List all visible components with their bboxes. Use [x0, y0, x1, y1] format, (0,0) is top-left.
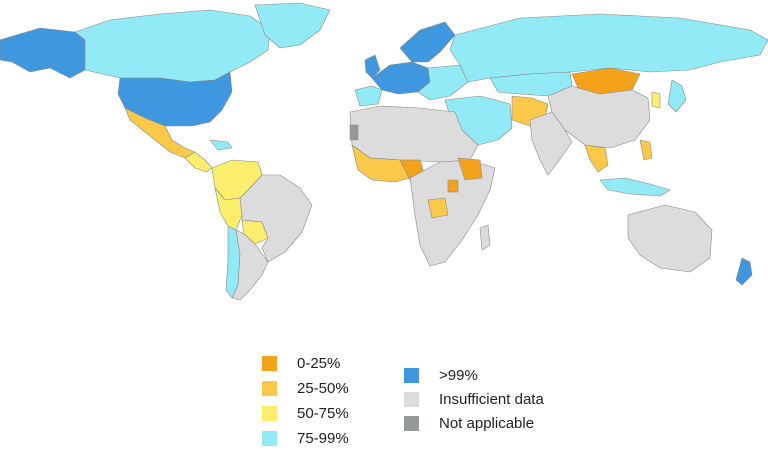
- region-india: [529, 111, 573, 176]
- region-indonesia: [599, 177, 671, 197]
- legend-item-50-75: 50-75%: [262, 402, 349, 424]
- region-southern-africa: [427, 197, 449, 219]
- region-philippines: [639, 139, 653, 161]
- legend-item-0-25: 0-25%: [262, 352, 340, 374]
- legend-label-50-75: 50-75%: [297, 404, 349, 422]
- map-legend: 0-25% 25-50% 50-75% 75-99% >99% Insuffic…: [262, 352, 602, 452]
- legend-label-na: Not applicable: [439, 414, 535, 432]
- region-west-africa: [351, 144, 411, 183]
- legend-swatch-50-75: [262, 405, 277, 421]
- legend-swatch-25-50: [262, 380, 277, 396]
- legend-item-25-50: 25-50%: [262, 377, 349, 399]
- legend-swatch-75-99: [262, 430, 277, 446]
- legend-swatch-insufficient: [404, 391, 419, 407]
- world-map: [0, 2, 768, 301]
- region-argentina: [231, 229, 269, 301]
- legend-item-insufficient: Insufficient data: [404, 388, 544, 410]
- legend-swatch-na: [404, 415, 419, 431]
- region-korea: [651, 91, 661, 109]
- legend-swatch-0-25: [262, 355, 277, 371]
- legend-label-0-25: 0-25%: [297, 354, 341, 372]
- legend-label-insufficient: Insufficient data: [439, 390, 544, 408]
- region-brazil: [239, 174, 313, 263]
- legend-item-gt99: >99%: [404, 364, 478, 386]
- legend-item-75-99: 75-99%: [262, 427, 349, 449]
- region-japan: [667, 79, 687, 113]
- region-peru: [214, 187, 243, 231]
- region-madagascar: [479, 224, 491, 251]
- region-canada: [74, 9, 271, 83]
- region-uganda: [447, 179, 459, 193]
- region-australia: [627, 204, 713, 273]
- region-alaska: [0, 27, 86, 79]
- region-iberia: [354, 85, 383, 107]
- region-ethiopia: [457, 157, 483, 181]
- legend-label-75-99: 75-99%: [297, 429, 349, 447]
- region-uk: [364, 54, 381, 79]
- legend-item-na: Not applicable: [404, 412, 534, 434]
- legend-label-gt99: >99%: [439, 366, 478, 384]
- region-russia: [449, 13, 768, 83]
- region-new-zealand: [735, 257, 753, 286]
- region-greenland: [254, 2, 331, 49]
- region-se-asia: [584, 144, 609, 173]
- legend-swatch-gt99: [404, 367, 419, 383]
- region-caribbean: [209, 139, 233, 151]
- region-scandinavia: [399, 21, 456, 63]
- region-western-sahara: [349, 124, 359, 141]
- legend-label-25-50: 25-50%: [297, 379, 349, 397]
